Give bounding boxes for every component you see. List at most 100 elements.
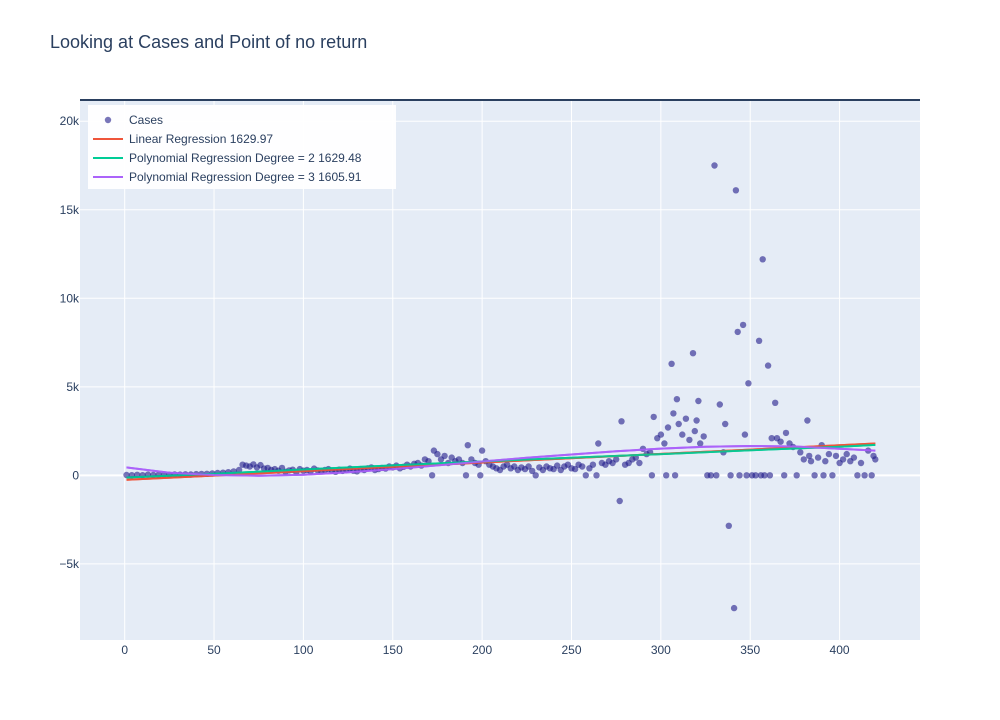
case-point: [613, 456, 620, 463]
case-point: [648, 472, 656, 479]
case-point: [668, 360, 675, 367]
case-point: [713, 472, 720, 479]
case-point: [693, 417, 700, 424]
case-point: [741, 431, 749, 438]
case-point: [711, 162, 718, 169]
case-point: [822, 458, 829, 465]
case-point: [814, 454, 822, 461]
y-tick-label: 5k: [66, 380, 80, 394]
case-point: [661, 440, 668, 447]
case-point: [478, 447, 486, 454]
legend-marker-cases: [104, 116, 112, 124]
case-point: [582, 472, 589, 479]
case-point: [772, 399, 779, 406]
case-point: [675, 420, 682, 428]
x-tick-label: 150: [383, 643, 403, 657]
case-point: [807, 458, 815, 465]
case-point: [843, 450, 850, 458]
case-point: [663, 472, 670, 479]
y-tick-label: −5k: [59, 557, 80, 571]
case-point: [532, 472, 539, 479]
case-point: [525, 463, 532, 470]
case-point: [670, 410, 677, 417]
case-point: [727, 472, 734, 479]
case-point: [529, 467, 536, 475]
case-point: [686, 436, 693, 444]
case-point: [589, 461, 597, 468]
case-point: [736, 472, 743, 479]
case-point: [793, 472, 800, 479]
case-point: [462, 472, 470, 479]
case-point: [857, 459, 865, 467]
series-line-overlay-2: [126, 443, 876, 479]
y-tick-label: 0: [72, 468, 79, 482]
case-point: [657, 431, 665, 438]
case-point: [850, 454, 858, 461]
case-point: [682, 415, 690, 422]
case-point: [734, 328, 741, 336]
case-point: [464, 442, 471, 449]
case-point: [806, 452, 813, 460]
x-tick-label: 0: [121, 643, 128, 657]
x-tick-label: 50: [207, 643, 221, 657]
case-point: [766, 472, 774, 479]
case-point: [428, 472, 436, 479]
case-point: [716, 401, 723, 408]
case-point: [441, 452, 448, 460]
case-point: [689, 350, 697, 357]
case-point: [868, 472, 875, 479]
case-point: [695, 397, 702, 405]
x-tick-label: 350: [740, 643, 760, 657]
case-point: [664, 424, 672, 431]
case-point: [579, 463, 586, 470]
case-point: [477, 472, 484, 479]
case-point: [854, 472, 861, 479]
case-point: [616, 497, 623, 505]
case-point: [861, 472, 868, 479]
case-point: [777, 438, 784, 445]
case-point: [782, 429, 790, 437]
case-point: [571, 465, 579, 473]
y-tick-label: 15k: [60, 203, 80, 217]
case-point: [820, 472, 827, 479]
case-point: [671, 472, 679, 479]
x-tick-label: 100: [293, 643, 313, 657]
case-point: [745, 380, 752, 387]
x-tick-label: 250: [561, 643, 581, 657]
series-line-overlay-3: [126, 444, 876, 477]
case-point: [800, 456, 807, 463]
case-point: [761, 472, 768, 479]
case-point: [804, 417, 811, 424]
x-tick-label: 300: [651, 643, 671, 657]
legend-label: Polynomial Regression Degree = 2 1629.48: [129, 151, 362, 165]
chart-title: Looking at Cases and Point of no return: [50, 32, 368, 52]
case-point: [759, 256, 766, 263]
case-point: [752, 472, 759, 479]
case-point: [618, 418, 625, 425]
case-point: [781, 472, 788, 479]
case-point: [673, 396, 681, 403]
case-point: [593, 472, 600, 479]
case-point: [722, 420, 729, 428]
case-point: [768, 435, 775, 442]
y-tick-label: 20k: [60, 114, 80, 128]
case-point: [825, 450, 833, 458]
case-point: [732, 187, 740, 194]
x-tick-label: 200: [472, 643, 492, 657]
case-point: [764, 362, 772, 369]
case-point: [434, 450, 441, 458]
case-point: [832, 452, 840, 460]
legend-label: Cases: [129, 113, 163, 127]
case-point: [739, 321, 747, 329]
case-point: [554, 462, 561, 469]
case-point: [691, 427, 698, 435]
plot-background: [80, 100, 920, 640]
case-point: [829, 472, 836, 479]
case-point: [636, 459, 643, 467]
legend-label: Linear Regression 1629.97: [129, 132, 273, 146]
case-point: [811, 472, 818, 479]
case-point: [679, 431, 686, 438]
case-point: [755, 337, 763, 344]
